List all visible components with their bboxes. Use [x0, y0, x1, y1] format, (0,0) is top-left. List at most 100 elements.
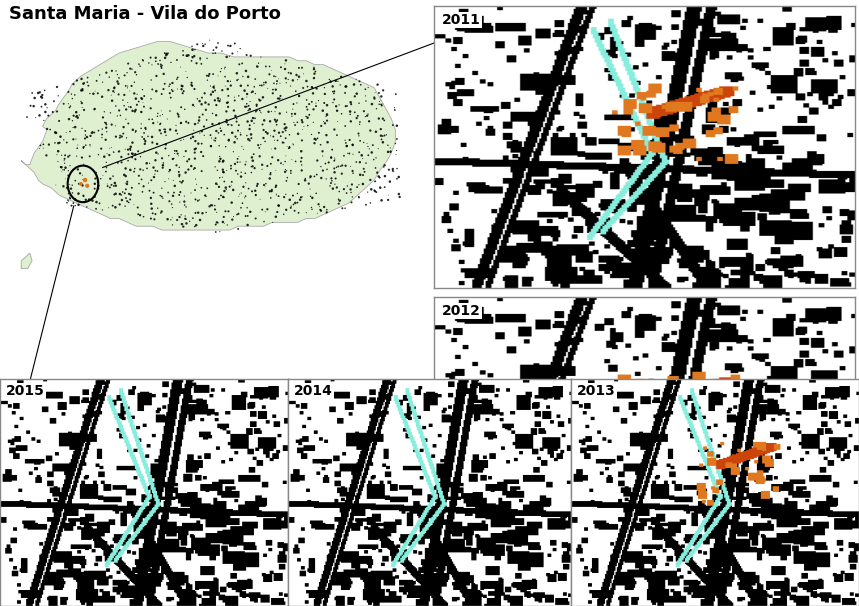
- Point: [58, 158, 71, 168]
- Point: [133, 60, 147, 70]
- Point: [158, 177, 172, 187]
- Point: [193, 55, 207, 65]
- Point: [173, 170, 186, 180]
- Point: [249, 214, 263, 224]
- Point: [184, 188, 198, 198]
- Point: [188, 45, 202, 55]
- Point: [191, 94, 204, 104]
- Point: [185, 161, 198, 171]
- Point: [309, 101, 323, 111]
- Point: [285, 109, 299, 119]
- Point: [71, 165, 85, 175]
- Point: [145, 204, 159, 213]
- Point: [204, 133, 218, 143]
- Point: [330, 106, 344, 116]
- Point: [280, 173, 294, 182]
- Point: [180, 219, 193, 228]
- Point: [377, 162, 391, 171]
- Point: [338, 204, 352, 213]
- Point: [286, 191, 300, 201]
- Point: [63, 102, 76, 112]
- Point: [228, 96, 241, 105]
- Point: [51, 157, 64, 167]
- Point: [386, 166, 399, 176]
- Point: [332, 162, 345, 171]
- Point: [353, 170, 367, 179]
- Point: [268, 144, 282, 153]
- Text: 2011: 2011: [442, 13, 481, 27]
- Point: [211, 128, 225, 138]
- Point: [223, 76, 237, 86]
- Point: [225, 128, 239, 138]
- Point: [357, 167, 371, 176]
- Point: [61, 171, 75, 181]
- Point: [181, 165, 195, 175]
- Point: [277, 210, 290, 219]
- Point: [58, 154, 71, 164]
- Point: [192, 208, 205, 218]
- Point: [216, 167, 230, 177]
- Point: [294, 157, 308, 167]
- Point: [305, 202, 319, 212]
- Point: [388, 105, 402, 115]
- Point: [172, 110, 186, 119]
- Point: [222, 182, 236, 191]
- Point: [107, 190, 121, 199]
- Point: [76, 79, 90, 88]
- Point: [69, 176, 82, 185]
- Point: [100, 68, 113, 78]
- Point: [163, 88, 177, 98]
- Point: [145, 115, 159, 124]
- Point: [205, 108, 219, 118]
- Point: [62, 115, 76, 124]
- Point: [232, 191, 246, 201]
- Point: [150, 139, 164, 148]
- Point: [50, 150, 64, 159]
- Point: [305, 82, 319, 92]
- Point: [375, 92, 388, 101]
- Point: [374, 95, 387, 105]
- Point: [213, 173, 227, 182]
- Point: [191, 196, 204, 205]
- Point: [229, 117, 243, 127]
- Point: [206, 87, 220, 97]
- Point: [239, 160, 253, 170]
- Point: [52, 138, 65, 148]
- Point: [151, 59, 165, 69]
- Point: [238, 102, 252, 112]
- Point: [102, 150, 116, 160]
- Point: [346, 168, 360, 178]
- Point: [188, 185, 202, 195]
- Point: [186, 125, 200, 135]
- Point: [372, 99, 386, 109]
- Polygon shape: [21, 253, 32, 268]
- Point: [238, 193, 252, 202]
- Point: [168, 148, 181, 158]
- Point: [322, 75, 336, 84]
- Point: [129, 94, 143, 104]
- Point: [305, 204, 319, 214]
- Point: [170, 75, 184, 84]
- Point: [107, 88, 121, 98]
- Point: [107, 147, 120, 157]
- Point: [142, 58, 155, 68]
- Point: [252, 58, 265, 68]
- Point: [149, 155, 162, 165]
- Point: [125, 81, 138, 91]
- Point: [192, 96, 206, 106]
- Point: [270, 189, 283, 199]
- Point: [143, 186, 156, 196]
- Point: [173, 197, 186, 207]
- Point: [144, 94, 158, 104]
- Point: [161, 215, 174, 224]
- Point: [230, 210, 244, 219]
- Point: [250, 61, 264, 71]
- Point: [174, 118, 188, 128]
- Point: [356, 154, 369, 164]
- Point: [93, 199, 107, 208]
- Point: [233, 59, 247, 69]
- Point: [266, 132, 280, 141]
- Point: [76, 181, 89, 190]
- Point: [210, 207, 223, 217]
- Point: [163, 106, 177, 116]
